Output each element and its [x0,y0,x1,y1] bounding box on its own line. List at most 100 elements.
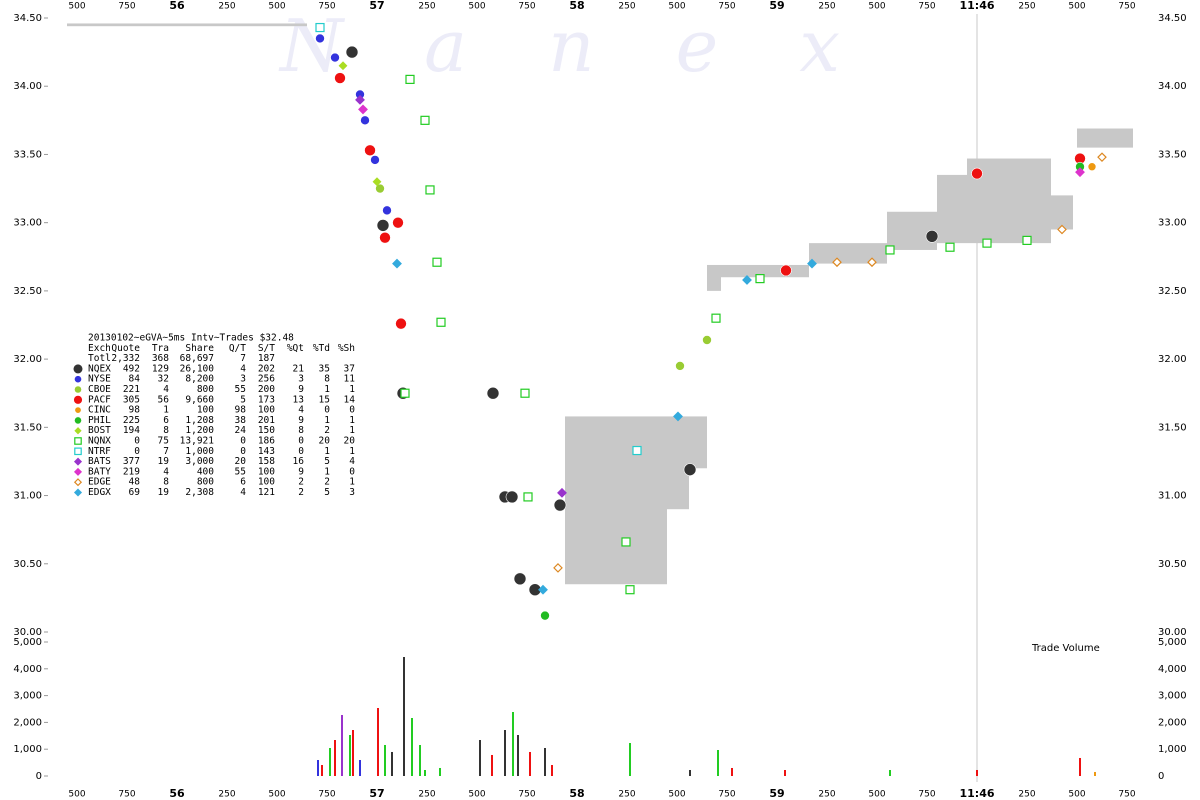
trade-marker [355,94,365,105]
y-tick-label: 32.00 [1158,354,1187,365]
table-cell: 32 [158,374,169,385]
y-tick-label: 33.00 [1158,218,1187,229]
table-cell: 16 [293,456,305,467]
volume-bar [544,747,546,776]
table-cell: 200 [258,384,275,395]
trade-marker [382,205,392,216]
y2-tick-label: 2,000 [13,717,42,728]
table-cell: 7 [240,353,246,364]
legend-label: NTRF [88,446,111,457]
table-cell: 377 [123,456,140,467]
table-cell: 98 [235,405,247,416]
trade-marker [358,104,368,115]
quote-spread [565,416,667,585]
table-cell: 9 [298,415,304,426]
x-tick-label: 750 [718,2,735,12]
table-cell: 69 [129,487,141,498]
table-cell: 11 [344,374,356,385]
table-cell: 9 [298,384,304,395]
trade-marker [420,115,430,125]
y-tick-label: 31.50 [1158,422,1187,433]
table-cell: 5 [324,487,330,498]
x-tick-label: 11:46 [959,787,994,800]
table-cell: 4 [163,466,169,477]
trade-marker [315,33,325,44]
volume-bar [512,712,514,776]
x-tick-label: 250 [218,790,235,800]
x-tick-label: 500 [668,790,685,800]
legend-marker [74,437,82,445]
table-cell: 256 [258,374,275,385]
x-tick-label: 750 [718,790,735,800]
trade-marker [505,490,519,504]
x-tick-label: 500 [268,2,285,12]
volume-bar [689,769,691,776]
table-cell: 1 [349,425,355,436]
volume-bar [889,769,891,776]
table-cell: 0 [349,466,355,477]
table-cell: 100 [197,405,214,416]
quote-spread [689,416,707,469]
x-tick-label: 500 [68,2,85,12]
trade-marker [780,264,792,277]
quote-spread [667,416,689,510]
legend-label: CBOE [88,384,111,395]
table-cell: 4 [240,487,246,498]
table-cell: 8 [163,425,169,436]
table-cell: 150 [258,425,275,436]
table-cell: 129 [152,363,169,374]
y2-tick-label: 4,000 [13,664,42,675]
table-cell: 6 [240,477,246,488]
table-cell: 84 [129,374,141,385]
table-cell: 187 [258,353,275,364]
table-cell: 6 [163,415,169,426]
table-cell: 1 [349,415,355,426]
trade-marker [376,219,390,232]
table-header: S/T [258,343,275,354]
table-cell: 35 [319,363,330,374]
table-cell: 4 [163,384,169,395]
y-tick-label: 34.00 [13,81,42,92]
table-cell: 13 [293,394,304,405]
x-tick-label: 250 [1018,2,1035,12]
trade-marker [338,61,348,71]
y2-tick-label: 3,000 [13,691,42,702]
table-cell: 0 [298,436,304,447]
x-tick-label: 500 [1068,2,1085,12]
x-tick-label: 750 [118,2,135,12]
y-tick-label: 32.50 [13,286,42,297]
trade-marker [742,275,752,285]
y-tick-label: 33.50 [13,149,42,160]
table-cell: 7 [163,446,169,457]
table-cell: 1 [324,446,330,457]
table-cell: 26,100 [180,363,215,374]
x-tick-label: 58 [569,0,584,12]
table-cell: 8 [163,477,169,488]
x-tick-label: 750 [518,790,535,800]
y-tick-label: 31.00 [1158,491,1187,502]
legend-marker [74,447,82,456]
trade-marker [945,242,955,252]
y2-tick-label: 0 [36,771,42,782]
table-cell: 21 [293,363,305,374]
trade-marker [621,537,631,547]
table-cell: 1 [349,384,355,395]
table-cell: 1,200 [185,425,214,436]
table-cell: 0 [324,405,330,416]
trade-marker [925,230,939,243]
table-cell: 400 [197,466,214,477]
y-tick-label: 33.00 [13,218,42,229]
trade-marker [364,144,376,157]
table-cell: 100 [258,405,275,416]
volume-bar [479,740,481,776]
x-tick-label: 58 [569,787,584,800]
trade-marker [486,386,500,400]
trade-marker [675,361,685,371]
table-cell: 24 [235,425,247,436]
x-tick-label: 56 [169,787,185,800]
table-cell: 8 [298,425,304,436]
table-header: Tra [152,343,169,354]
table-cell: 8 [324,374,330,385]
x-tick-label: 250 [618,2,635,12]
